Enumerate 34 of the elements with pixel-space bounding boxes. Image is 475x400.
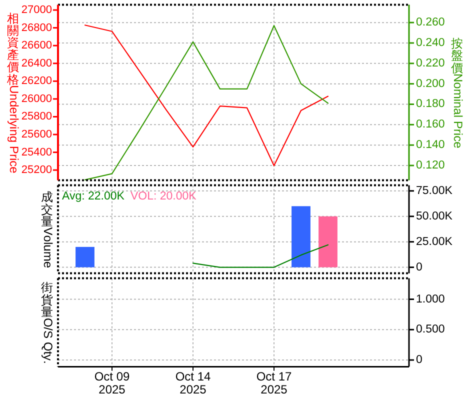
y-tick-label: 0.500 bbox=[416, 324, 445, 336]
bar bbox=[318, 216, 338, 268]
y-tick-label: 26800 bbox=[21, 22, 52, 34]
y2-tick-label: 0.120 bbox=[416, 159, 445, 172]
y2-tick-label: 0.140 bbox=[416, 139, 445, 152]
y2-tick-label: 0.260 bbox=[416, 16, 445, 29]
bar bbox=[292, 206, 310, 268]
y2-tick-label: 0.160 bbox=[416, 118, 445, 131]
y-tick-label: 27000 bbox=[21, 4, 52, 16]
x-tick-label: Oct 09 2025 bbox=[94, 370, 130, 397]
y-tick-label: 25400 bbox=[21, 146, 52, 158]
line-series bbox=[192, 244, 329, 268]
y-tick-label: 26200 bbox=[21, 75, 52, 88]
y-tick-label: 25600 bbox=[21, 128, 52, 141]
y2-tick-label: 0.220 bbox=[416, 57, 445, 70]
y-tick-label: 1.000 bbox=[416, 293, 445, 306]
y-tick-label: 50.00K bbox=[416, 210, 453, 222]
y-tick-label: 25200 bbox=[21, 164, 52, 176]
y-tick-label: 26000 bbox=[21, 92, 52, 105]
x-tick-label: Oct 14 2025 bbox=[175, 370, 211, 397]
y2-tick-label: 0.240 bbox=[416, 36, 445, 49]
y-tick-label: 26400 bbox=[21, 57, 52, 70]
y2-tick-label: 0.200 bbox=[416, 78, 445, 90]
y-tick-label: 75.00K bbox=[416, 184, 453, 197]
bar bbox=[76, 246, 94, 268]
y-tick-label: 26600 bbox=[21, 40, 52, 52]
y-tick-label: 0 bbox=[416, 261, 422, 274]
y-tick-label: 0 bbox=[416, 354, 422, 366]
x-tick-label: Oct 17 2025 bbox=[256, 370, 292, 397]
y-tick-label: 25.00K bbox=[416, 236, 453, 248]
y2-tick-label: 0.180 bbox=[416, 98, 445, 110]
text: Avg: 22.00K bbox=[62, 190, 125, 202]
y-tick-label: 25800 bbox=[21, 110, 52, 123]
text: VOL: 20.00K bbox=[130, 190, 197, 202]
